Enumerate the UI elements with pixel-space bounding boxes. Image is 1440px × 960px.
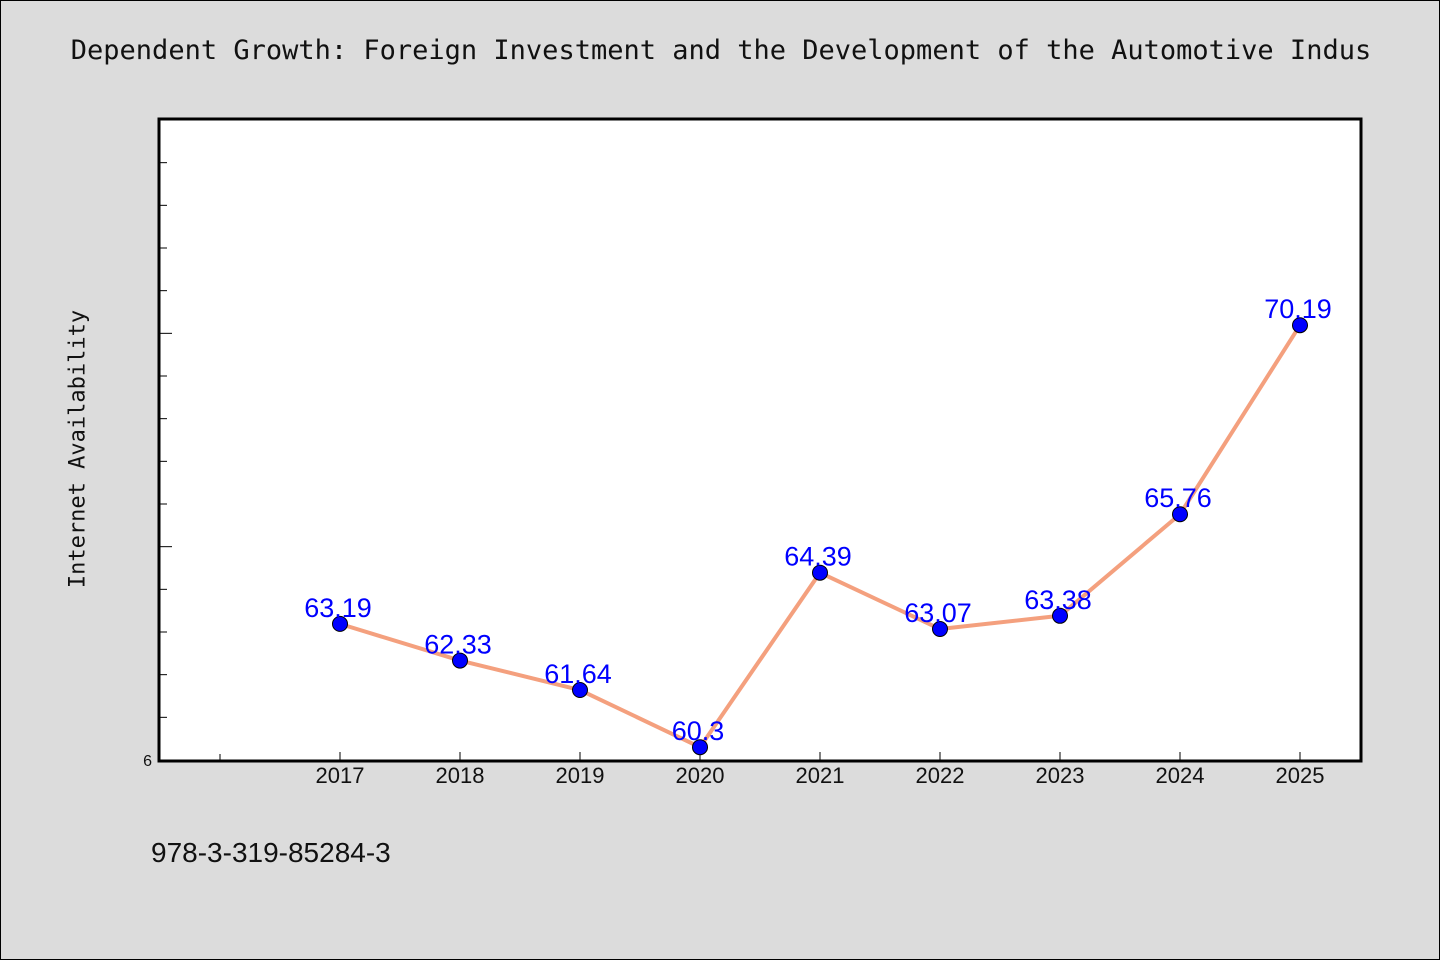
data-labels: 63.19 62.33 61.64 60.3 64.39 63.07 63.38 65.76 7… xyxy=(304,294,1332,746)
x-tick-label: 2022 xyxy=(916,763,965,788)
y-axis-ticks: 6 xyxy=(143,162,172,770)
x-tick-label: 2017 xyxy=(316,763,365,788)
data-label: 63.19 xyxy=(304,593,372,623)
x-tick-label: 2023 xyxy=(1036,763,1085,788)
x-tick-label: 2025 xyxy=(1276,763,1325,788)
data-point xyxy=(452,652,468,669)
data-label: 61.64 xyxy=(544,659,612,689)
y-tick-label: 6 xyxy=(143,753,152,770)
x-axis-ticks: 2017 2018 2019 2020 2021 2022 2023 2024 2025 xyxy=(219,752,1325,788)
data-label: 70.19 xyxy=(1264,294,1332,324)
data-label: 60.3 xyxy=(672,716,725,746)
data-point xyxy=(932,621,948,638)
footer-code: 978-3-319-85284-3 xyxy=(151,837,391,868)
chart-title: Dependent Growth: Foreign Investment and… xyxy=(70,35,1372,66)
x-tick-label: 2021 xyxy=(796,763,845,788)
x-tick-label: 2019 xyxy=(556,763,605,788)
data-point xyxy=(1052,607,1068,624)
data-point xyxy=(812,564,828,581)
data-point xyxy=(332,615,348,632)
x-tick-label: 2018 xyxy=(436,763,485,788)
data-label: 62.33 xyxy=(424,630,492,660)
data-point xyxy=(692,739,708,756)
data-point xyxy=(1292,317,1308,334)
data-label: 63.07 xyxy=(904,598,972,628)
data-point xyxy=(572,682,588,699)
data-label: 63.38 xyxy=(1024,585,1092,615)
data-point xyxy=(1172,506,1188,523)
data-label: 64.39 xyxy=(784,542,852,572)
data-label: 65.76 xyxy=(1144,483,1212,513)
x-tick-label: 2024 xyxy=(1156,763,1205,788)
series-markers xyxy=(332,317,1308,756)
x-tick-label: 2020 xyxy=(676,763,725,788)
plot-area xyxy=(157,117,1363,763)
